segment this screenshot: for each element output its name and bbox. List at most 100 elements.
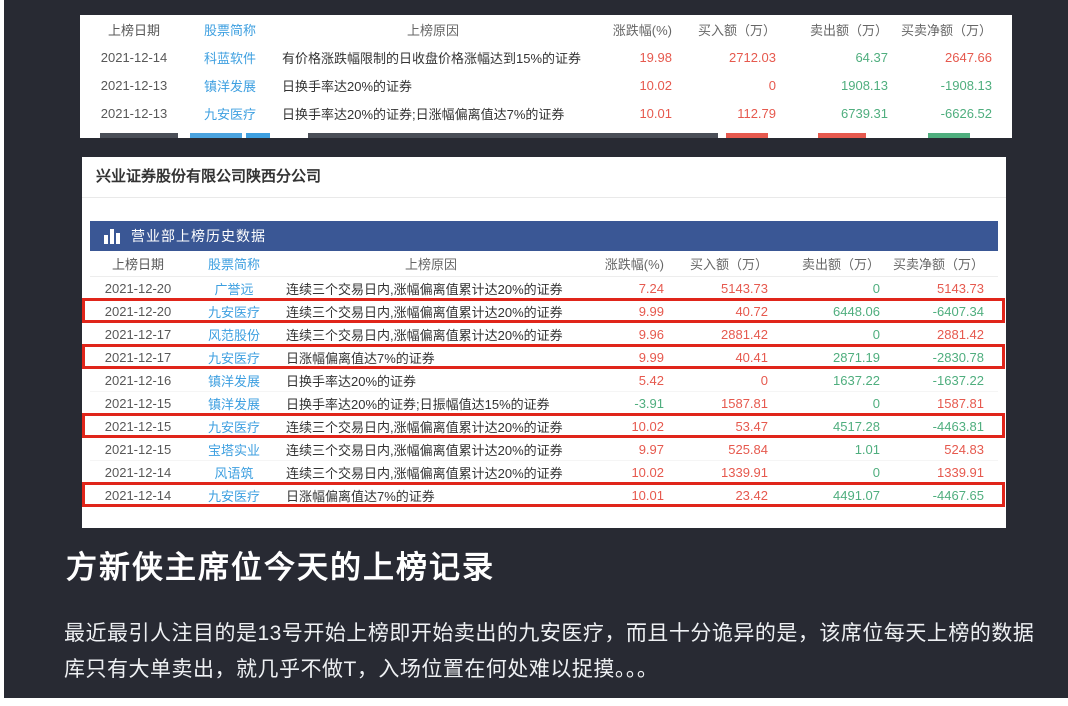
table-header-row: 上榜日期 股票简称 上榜原因 涨跌幅(%) 买入额（万） 卖出额（万） 买卖净额… bbox=[86, 15, 1006, 43]
table-header-row: 上榜日期 股票简称 上榜原因 涨跌幅(%) 买入额（万） 卖出额（万） 买卖净额… bbox=[90, 251, 998, 277]
cell-reason: 连续三个交易日内,涨幅偏离值累计达20%的证券 bbox=[286, 442, 563, 458]
cell-net: 524.83 bbox=[944, 441, 984, 457]
cell-net: 2647.66 bbox=[945, 49, 992, 65]
clipped-row-remnant bbox=[86, 133, 1006, 138]
cell-net: -4463.81 bbox=[932, 418, 984, 434]
cell-reason: 日涨幅偏离值达7%的证券 bbox=[286, 350, 435, 366]
cell-buy: 0 bbox=[760, 372, 768, 388]
cell-reason: 有价格涨跌幅限制的日收盘价格涨幅达到15%的证券 bbox=[282, 50, 582, 66]
column-header-name: 股票简称 bbox=[203, 22, 256, 38]
column-header-net: 买卖净额（万） bbox=[892, 257, 984, 272]
top-table-panel: 上榜日期 股票简称 上榜原因 涨跌幅(%) 买入额（万） 卖出额（万） 买卖净额… bbox=[80, 15, 1012, 138]
cell-reason: 连续三个交易日内,涨幅偏离值累计达20%的证券 bbox=[286, 304, 563, 320]
stock-link[interactable]: 镇洋发展 bbox=[203, 78, 256, 94]
page-title: 方新侠主席位今天的上榜记录 bbox=[66, 550, 495, 585]
cell-reason: 日换手率达20%的证券;日振幅值达15%的证券 bbox=[286, 396, 550, 412]
stock-link[interactable]: 镇洋发展 bbox=[207, 396, 260, 412]
cell-date: 2021-12-13 bbox=[100, 105, 168, 121]
cell-buy: 0 bbox=[768, 77, 776, 93]
column-header-pct: 涨跌幅(%) bbox=[612, 22, 672, 38]
cell-buy: 2881.42 bbox=[721, 326, 768, 342]
cell-pct: 10.02 bbox=[631, 464, 664, 480]
stock-link[interactable]: 九安医疗 bbox=[207, 488, 260, 504]
cell-pct: 9.96 bbox=[638, 326, 664, 342]
table-row: 2021-12-14 九安医疗 日涨幅偏离值达7%的证券 10.01 23.42… bbox=[82, 482, 1005, 507]
stock-link[interactable]: 风语筑 bbox=[214, 465, 254, 481]
column-header-reason: 上榜原因 bbox=[406, 22, 459, 38]
commentary-text: 最近最引人注目的是13号开始上榜即开始卖出的九安医疗，而且十分诡异的是，该席位每… bbox=[64, 622, 1035, 681]
cell-reason: 日换手率达20%的证券;日涨幅偏离值达7%的证券 bbox=[282, 106, 565, 122]
cell-net: 1587.81 bbox=[937, 395, 984, 411]
cell-sell: 6739.31 bbox=[841, 105, 888, 121]
stock-link[interactable]: 科蓝软件 bbox=[203, 50, 256, 66]
table-row: 2021-12-16 镇洋发展 日换手率达20%的证券 5.42 0 1637.… bbox=[90, 369, 998, 392]
cell-date: 2021-12-17 bbox=[104, 326, 172, 342]
cell-buy: 1587.81 bbox=[721, 395, 768, 411]
stock-link[interactable]: 镇洋发展 bbox=[207, 373, 260, 389]
cell-date: 2021-12-20 bbox=[104, 303, 172, 319]
table-row: 2021-12-17 九安医疗 日涨幅偏离值达7%的证券 9.99 40.41 … bbox=[82, 344, 1005, 369]
table-row: 2021-12-13 镇洋发展 日换手率达20%的证券 10.02 0 1908… bbox=[86, 71, 1006, 99]
stock-link[interactable]: 九安医疗 bbox=[207, 304, 260, 320]
cell-net: -2830.78 bbox=[932, 349, 984, 365]
table-row: 2021-12-14 风语筑 连续三个交易日内,涨幅偏离值累计达20%的证券 1… bbox=[90, 461, 998, 484]
cell-reason: 日涨幅偏离值达7%的证券 bbox=[286, 488, 435, 504]
stock-link[interactable]: 宝塔实业 bbox=[207, 442, 260, 458]
cell-sell: 1637.22 bbox=[833, 372, 880, 388]
cell-net: -6626.52 bbox=[940, 105, 992, 121]
page-background: 上榜日期 股票简称 上榜原因 涨跌幅(%) 买入额（万） 卖出额（万） 买卖净额… bbox=[4, 0, 1068, 698]
stock-link[interactable]: 九安医疗 bbox=[207, 350, 260, 366]
stock-link[interactable]: 九安医疗 bbox=[203, 106, 256, 122]
cell-buy: 23.42 bbox=[735, 487, 768, 503]
cell-date: 2021-12-14 bbox=[100, 49, 168, 65]
cell-pct: 19.98 bbox=[639, 49, 672, 65]
broker-panel: 兴业证券股份有限公司陕西分公司 营业部上榜历史数据 上榜日期 股票简称 上榜原因… bbox=[82, 157, 1006, 528]
cell-buy: 1339.91 bbox=[721, 464, 768, 480]
cell-reason: 连续三个交易日内,涨幅偏离值累计达20%的证券 bbox=[286, 419, 563, 435]
stock-link[interactable]: 风范股份 bbox=[207, 327, 260, 343]
cell-sell: 6448.06 bbox=[833, 303, 880, 319]
cell-pct: 10.02 bbox=[631, 418, 664, 434]
cell-reason: 连续三个交易日内,涨幅偏离值累计达20%的证券 bbox=[286, 281, 563, 297]
cell-buy: 2712.03 bbox=[729, 49, 776, 65]
broker-title: 兴业证券股份有限公司陕西分公司 bbox=[96, 168, 322, 185]
cell-reason: 连续三个交易日内,涨幅偏离值累计达20%的证券 bbox=[286, 465, 563, 481]
cell-buy: 40.41 bbox=[735, 349, 768, 365]
divider bbox=[82, 197, 1006, 198]
cell-sell: 4491.07 bbox=[833, 487, 880, 503]
column-header-reason: 上榜原因 bbox=[404, 257, 457, 272]
cell-date: 2021-12-20 bbox=[104, 280, 172, 296]
history-table-body: 2021-12-20 广誉远 连续三个交易日内,涨幅偏离值累计达20%的证券 7… bbox=[82, 277, 1005, 507]
cell-pct: 7.24 bbox=[638, 280, 664, 296]
history-table: 上榜日期 股票简称 上榜原因 涨跌幅(%) 买入额（万） 卖出额（万） 买卖净额… bbox=[82, 251, 1005, 507]
cell-sell: 64.37 bbox=[855, 49, 888, 65]
cell-net: 2881.42 bbox=[937, 326, 984, 342]
table-row: 2021-12-14 科蓝软件 有价格涨跌幅限制的日收盘价格涨幅达到15%的证券… bbox=[86, 43, 1006, 71]
cell-date: 2021-12-13 bbox=[100, 77, 168, 93]
column-header-name: 股票简称 bbox=[207, 257, 260, 272]
cell-buy: 5143.73 bbox=[721, 280, 768, 296]
column-header-date: 上榜日期 bbox=[111, 257, 164, 272]
cell-pct: 9.99 bbox=[638, 303, 664, 319]
cell-reason: 日换手率达20%的证券 bbox=[286, 373, 417, 389]
table-row: 2021-12-15 宝塔实业 连续三个交易日内,涨幅偏离值累计达20%的证券 … bbox=[90, 438, 998, 461]
cell-net: -4467.65 bbox=[932, 487, 984, 503]
stock-link[interactable]: 九安医疗 bbox=[207, 419, 260, 435]
table-row: 2021-12-20 九安医疗 连续三个交易日内,涨幅偏离值累计达20%的证券 … bbox=[82, 298, 1005, 323]
cell-buy: 53.47 bbox=[735, 418, 768, 434]
cell-net: -1908.13 bbox=[940, 77, 992, 93]
table-row: 2021-12-20 广誉远 连续三个交易日内,涨幅偏离值累计达20%的证券 7… bbox=[90, 277, 998, 300]
column-header-date: 上榜日期 bbox=[107, 22, 160, 38]
cell-pct: 10.01 bbox=[631, 487, 664, 503]
cell-sell: 4517.28 bbox=[833, 418, 880, 434]
stock-link[interactable]: 广誉远 bbox=[214, 281, 254, 297]
cell-buy: 525.84 bbox=[728, 441, 768, 457]
column-header-buy: 买入额（万） bbox=[689, 257, 768, 272]
cell-pct: 9.97 bbox=[638, 441, 664, 457]
cell-date: 2021-12-15 bbox=[104, 418, 172, 434]
column-header-sell: 卖出额（万） bbox=[809, 22, 888, 38]
cell-pct: 10.01 bbox=[639, 105, 672, 121]
cell-sell: 1908.13 bbox=[841, 77, 888, 93]
section-title: 营业部上榜历史数据 bbox=[131, 228, 266, 244]
cell-pct: -3.91 bbox=[634, 395, 664, 411]
